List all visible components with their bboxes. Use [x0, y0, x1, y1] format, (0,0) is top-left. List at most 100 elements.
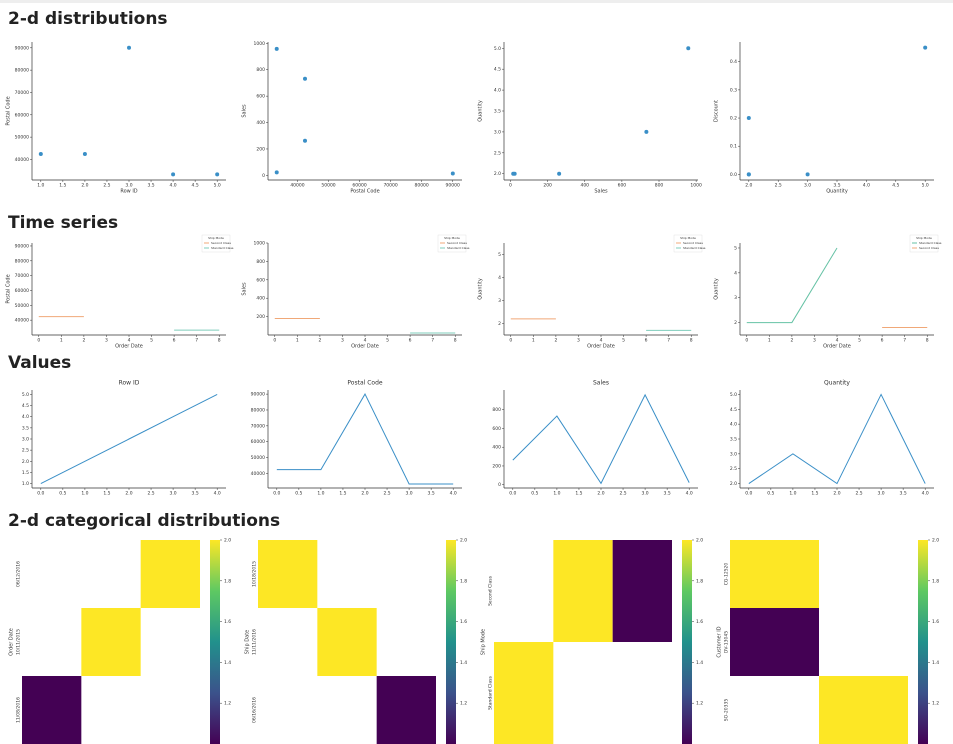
x-tick-label: 1 [532, 338, 535, 344]
y-tick-label: 2.5 [494, 150, 501, 156]
y-axis-label: Order Date [9, 628, 15, 656]
y-tick-label: 50000 [251, 455, 265, 461]
legend-entry: Standard Class [211, 246, 234, 250]
x-tick-label: 3.5 [833, 183, 840, 189]
colorbar-tick-label: 2.0 [932, 538, 939, 544]
x-tick-label: 3.0 [406, 491, 413, 497]
x-tick-label: 3.0 [170, 491, 177, 497]
heat-cell [553, 540, 613, 642]
x-tick-label: 8 [926, 338, 929, 344]
legend-entry: Second Class [919, 246, 939, 250]
row-label: Second Class [488, 575, 494, 605]
colorbar [210, 540, 220, 744]
y-tick-label: 0.2 [730, 116, 737, 122]
point [686, 46, 691, 51]
x-tick-label: 4.0 [686, 491, 693, 497]
row-label: 06/12/2016 [16, 561, 22, 587]
x-tick-label: 800 [655, 183, 664, 189]
y-tick-label: 90000 [15, 45, 29, 51]
y-tick-label: 5.0 [730, 392, 737, 398]
x-tick-label: 7 [903, 338, 906, 344]
y-axis-label: Postal Code [6, 274, 12, 303]
x-tick-label: 3 [577, 338, 580, 344]
section-heading: 2-d categorical distributions [8, 511, 280, 531]
point [274, 170, 279, 175]
y-tick-label: 80000 [15, 258, 29, 264]
chart-title: Row ID [119, 380, 140, 387]
y-tick-label: 800 [256, 67, 265, 73]
x-axis-label: Order Date [115, 344, 143, 350]
y-tick-label: 3.5 [730, 437, 737, 443]
point [450, 171, 455, 176]
colorbar-tick-label: 1.8 [696, 578, 703, 584]
point [805, 172, 810, 177]
y-tick-label: 0 [262, 173, 265, 179]
x-tick-label: 8 [690, 338, 693, 344]
heat-cell [140, 540, 200, 608]
x-tick-label: 3.5 [664, 491, 671, 497]
colorbar-tick-label: 2.0 [696, 538, 703, 544]
y-tick-label: 4 [498, 275, 501, 281]
y-tick-label: 5.0 [494, 46, 501, 52]
heat-cell [22, 676, 82, 744]
series-line [746, 247, 838, 324]
x-tick-label: 6 [173, 338, 176, 344]
x-tick-label: 2.0 [81, 183, 88, 189]
line [512, 393, 690, 485]
x-tick-label: 2.5 [383, 491, 390, 497]
y-tick-label: 4.0 [22, 414, 29, 420]
x-tick-label: 0.0 [273, 491, 280, 497]
x-tick-label: 7 [667, 338, 670, 344]
y-tick-label: 600 [256, 94, 265, 100]
x-tick-label: 3.0 [125, 183, 132, 189]
point [302, 138, 307, 143]
y-tick-label: 0 [498, 482, 501, 488]
x-tick-label: 1 [296, 338, 299, 344]
x-tick-label: 4.0 [214, 491, 221, 497]
x-tick-label: 1.5 [575, 491, 582, 497]
colorbar-tick-label: 1.6 [932, 619, 939, 625]
x-tick-label: 5.0 [214, 183, 221, 189]
heat-cell [730, 540, 819, 608]
colorbar-tick-label: 1.4 [696, 660, 703, 666]
point [274, 46, 279, 51]
colorbar-tick-label: 1.2 [932, 701, 939, 707]
x-tick-label: 90000 [446, 183, 460, 189]
x-tick-label: 4 [836, 338, 839, 344]
legend-title: Ship Mode [916, 236, 932, 240]
colorbar-tick-label: 2.0 [224, 538, 231, 544]
line [748, 393, 926, 485]
colorbar-tick-label: 1.2 [460, 701, 467, 707]
colorbar-tick-label: 1.8 [932, 578, 939, 584]
colorbar [682, 540, 692, 744]
y-tick-label: 60000 [15, 112, 29, 118]
point [215, 172, 220, 177]
x-tick-label: 0 [745, 338, 748, 344]
row-label: 11/08/2016 [16, 697, 22, 723]
x-tick-label: 2 [82, 338, 85, 344]
x-tick-label: 4 [364, 338, 367, 344]
x-axis-label: Postal Code [350, 189, 379, 195]
legend-entry: Second Class [683, 241, 703, 245]
x-tick-label: 0 [37, 338, 40, 344]
x-axis-label: Order Date [823, 344, 851, 350]
line [276, 393, 454, 485]
y-tick-label: 70000 [15, 273, 29, 279]
point [171, 172, 176, 177]
x-tick-label: 3.5 [428, 491, 435, 497]
x-tick-label: 8 [218, 338, 221, 344]
x-axis-label: Order Date [351, 344, 379, 350]
y-tick-label: 50000 [15, 135, 29, 141]
point [512, 171, 517, 176]
point [923, 45, 928, 50]
x-tick-label: 1 [60, 338, 63, 344]
point [82, 152, 87, 157]
x-tick-label: 0.5 [59, 491, 66, 497]
x-tick-label: 7 [431, 338, 434, 344]
x-tick-label: 3.5 [900, 491, 907, 497]
y-tick-label: 800 [256, 259, 265, 265]
legend-title: Ship Mode [208, 236, 224, 240]
x-tick-label: 1.0 [789, 491, 796, 497]
colorbar-tick-label: 1.4 [932, 660, 939, 666]
y-tick-label: 2.5 [730, 466, 737, 472]
